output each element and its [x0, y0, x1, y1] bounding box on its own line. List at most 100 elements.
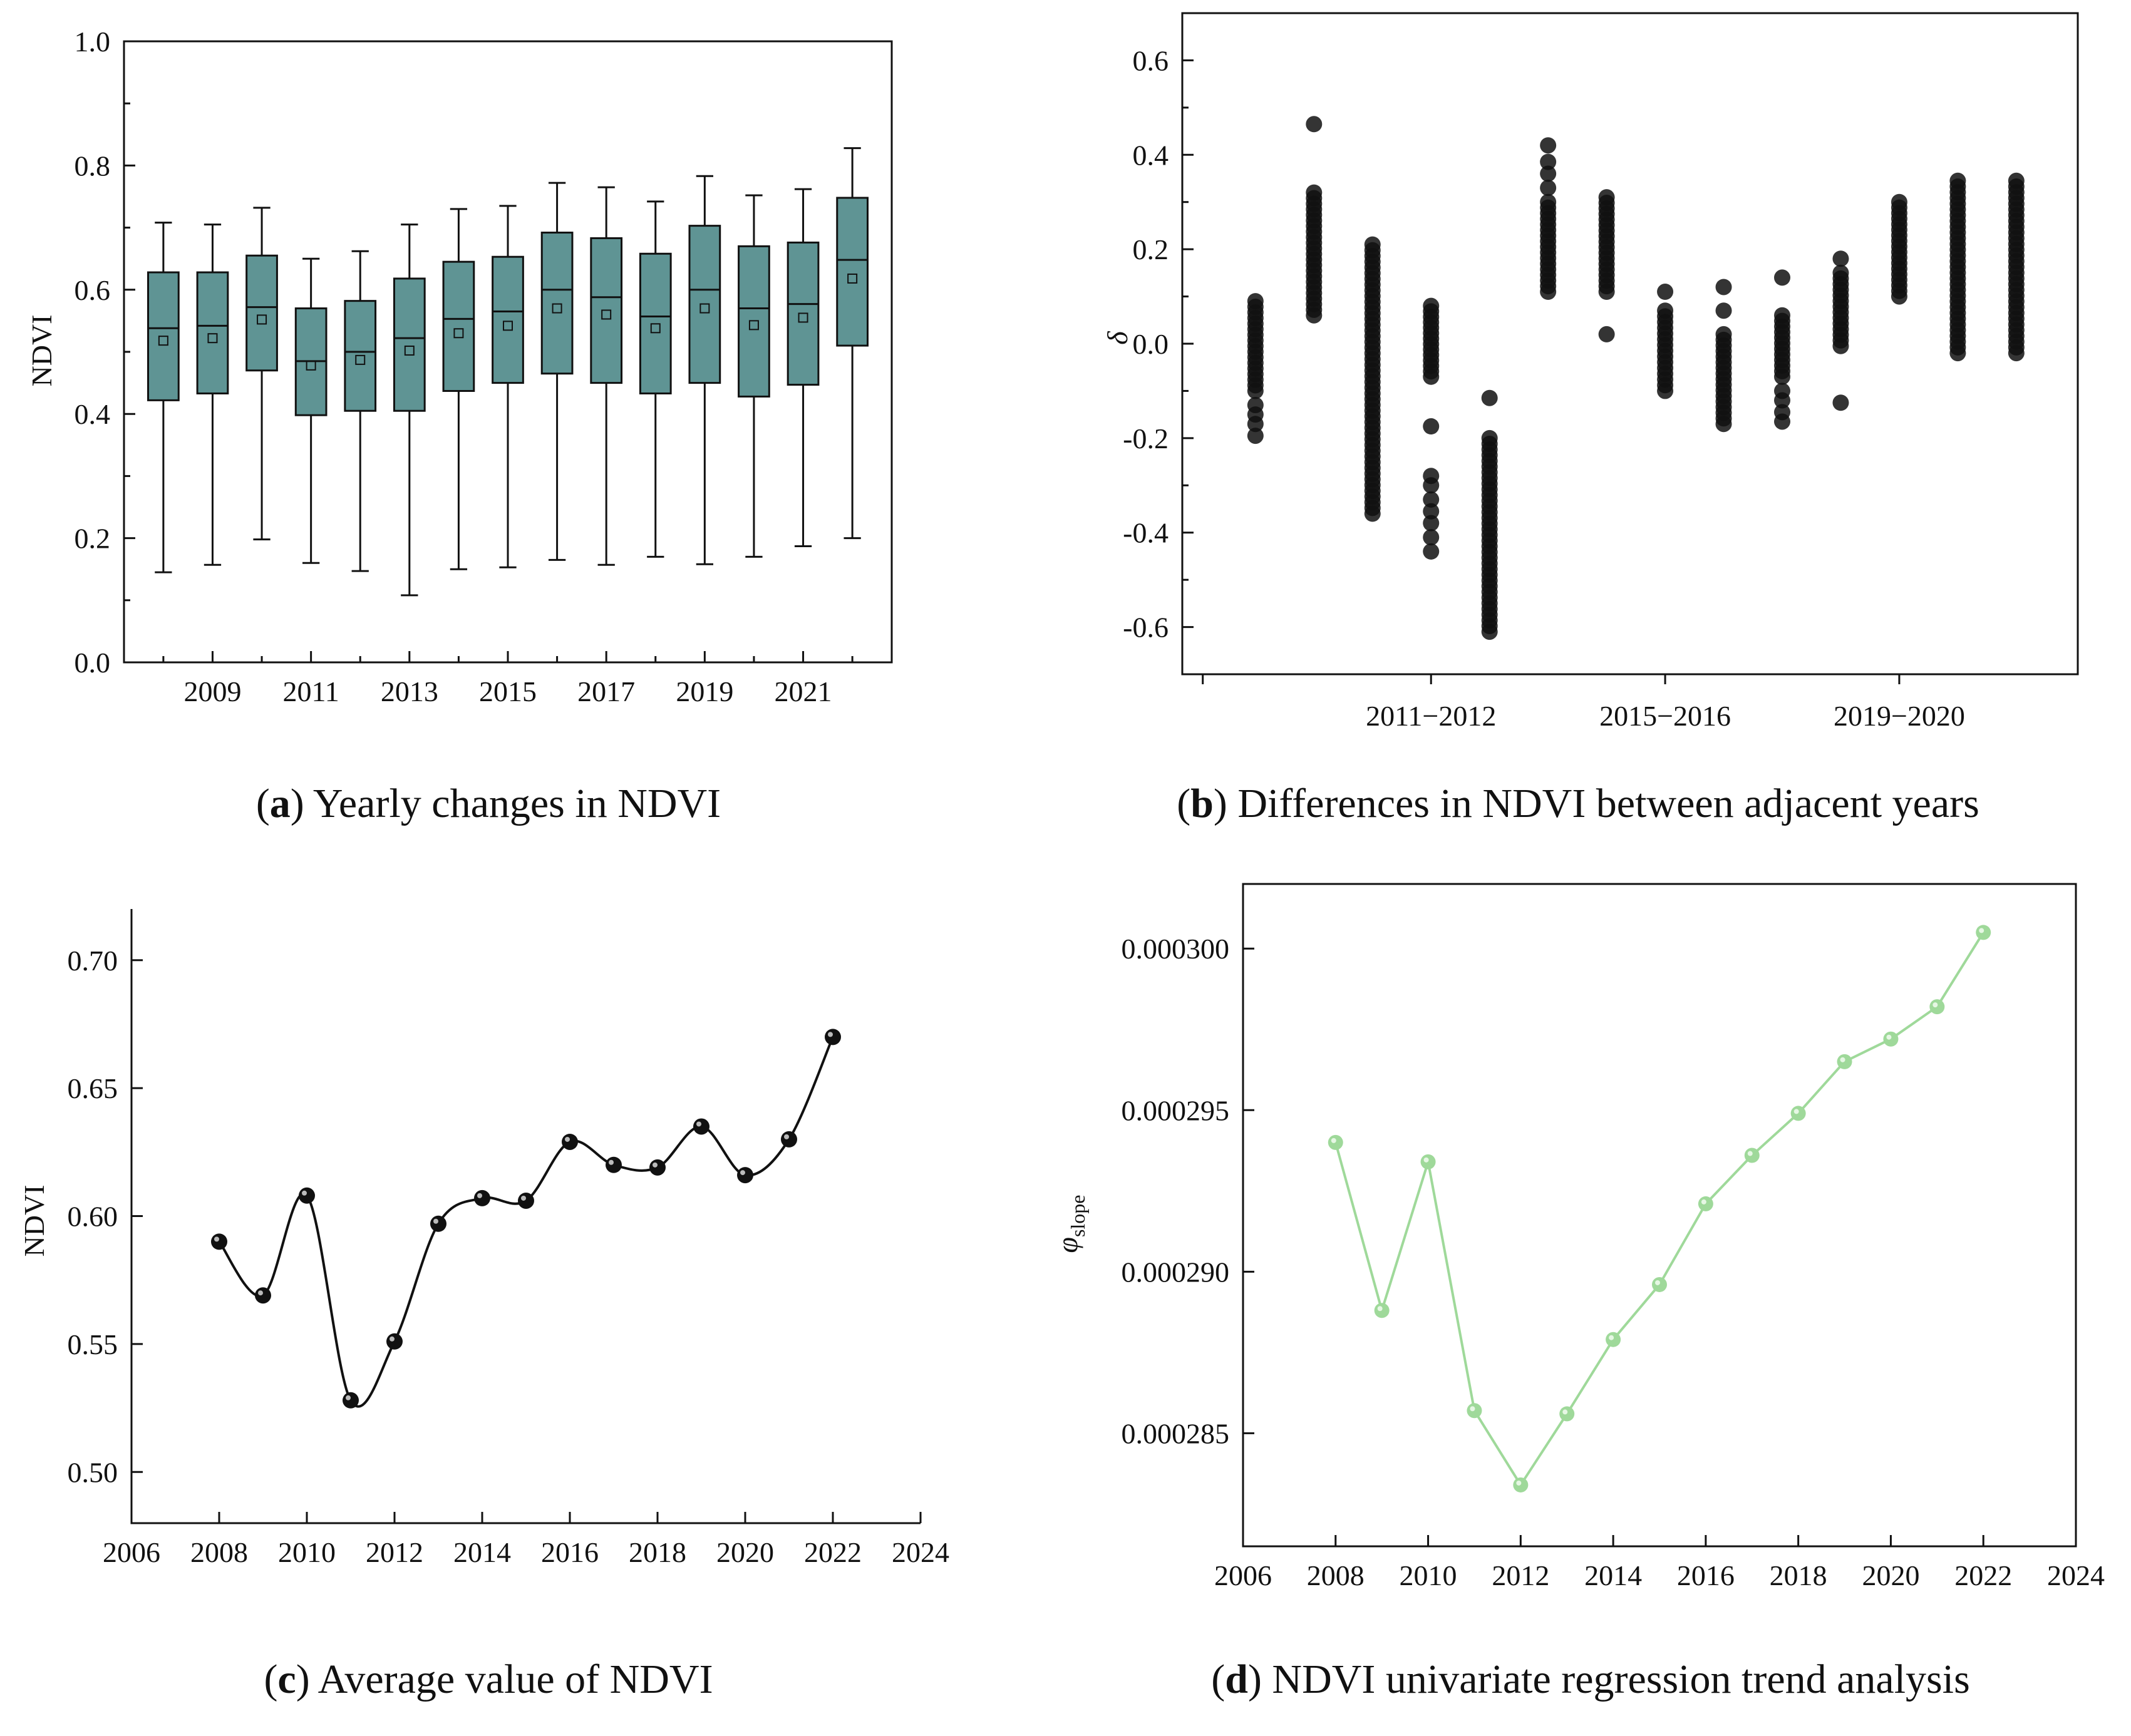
box-mean — [158, 336, 168, 346]
c-data-point — [518, 1192, 534, 1209]
c-data-point-highlight — [477, 1193, 482, 1198]
panel-c-caption-letter: c — [277, 1656, 296, 1702]
c-data-point — [649, 1159, 666, 1176]
panel-a-boxplot: 0.00.20.40.60.81.0 2009 2011 2013 2015 2017 2… — [26, 26, 893, 826]
scatter-point-outlier — [1598, 326, 1615, 342]
scatter-point — [1715, 326, 1732, 342]
a-xtick-label: 2013 — [381, 675, 438, 707]
panel-c-caption-close: ) — [296, 1656, 318, 1702]
box-mean — [798, 312, 808, 323]
panel-b-caption-close: ) — [1214, 781, 1237, 826]
panel-d-x-axis: 2006 2008 2010 2012 2014 2016 2018 2020 2022 2024 — [1214, 1535, 2105, 1591]
c-data-point — [606, 1156, 622, 1173]
box-2010 — [245, 207, 278, 541]
c-data-point — [737, 1167, 753, 1184]
c-data-point-highlight — [609, 1159, 614, 1165]
c-data-point — [343, 1392, 359, 1409]
panel-c-points — [211, 1029, 841, 1409]
box-mean — [503, 321, 513, 331]
box-2014 — [442, 208, 475, 570]
c-xtick-label: 2012 — [366, 1536, 423, 1568]
box-iqr — [540, 232, 574, 375]
scatter-point-outlier — [1423, 529, 1440, 546]
scatter-2016−2017 — [1715, 279, 1732, 433]
box-2013 — [393, 223, 426, 597]
c-ytick-label: 0.65 — [68, 1072, 118, 1104]
a-xtick-label: 2009 — [183, 675, 241, 707]
b-ytick-label: -0.2 — [1123, 423, 1169, 455]
box-mean — [453, 328, 464, 339]
panel-d-caption: (d) NDVI univariate regression trend ana… — [1211, 1656, 1970, 1702]
panel-d-plot-frame — [1242, 883, 2077, 1548]
scatter-point — [1306, 184, 1323, 201]
c-ytick-label: 0.55 — [68, 1328, 118, 1360]
panel-b-plot-frame — [1181, 12, 2079, 675]
box-2008 — [147, 222, 180, 573]
box-2019 — [688, 175, 721, 565]
c-data-point — [781, 1131, 797, 1148]
d-data-point-highlight — [1423, 1157, 1429, 1163]
panel-b-caption-letter: b — [1190, 781, 1214, 826]
scatter-point-outlier — [1423, 543, 1440, 560]
panel-b-scatter: -0.6 -0.4 -0.2 0.0 0.2 0.4 0.6 2011−2012 2015−2… — [1102, 12, 2079, 826]
scatter-point-outlier — [1774, 269, 1791, 286]
c-xtick-label: 2024 — [892, 1536, 949, 1568]
scatter-point — [1540, 193, 1557, 210]
d-data-point-highlight — [1331, 1138, 1336, 1143]
box-mean — [552, 303, 562, 314]
a-xtick-label: 2015 — [479, 675, 537, 707]
c-data-point-highlight — [433, 1218, 438, 1224]
c-xtick-label: 2018 — [629, 1536, 686, 1568]
scatter-point-outlier — [1540, 180, 1557, 197]
box-mean — [306, 360, 316, 371]
c-data-point-highlight — [302, 1190, 307, 1196]
c-xtick-label: 2010 — [278, 1536, 336, 1568]
d-data-point-highlight — [1562, 1409, 1568, 1415]
c-data-point — [693, 1118, 709, 1135]
panel-c-caption-open: ( — [264, 1656, 277, 1702]
d-data-point-highlight — [1516, 1480, 1522, 1486]
scatter-point-outlier — [1774, 392, 1791, 409]
c-data-point — [255, 1287, 271, 1304]
d-data-point-highlight — [1793, 1109, 1799, 1114]
d-data-point-highlight — [1840, 1057, 1845, 1062]
panel-d-caption-open: ( — [1211, 1656, 1225, 1702]
d-data-point-highlight — [1886, 1034, 1892, 1040]
panel-d-points — [1328, 925, 1991, 1492]
c-data-point-highlight — [346, 1395, 351, 1400]
c-data-point-highlight — [258, 1290, 263, 1296]
d-data-point-highlight — [1655, 1280, 1660, 1285]
scatter-2015−2016 — [1657, 284, 1674, 399]
c-ytick-label: 0.60 — [68, 1201, 118, 1233]
panel-c-axes — [130, 909, 921, 1524]
c-data-point-highlight — [653, 1162, 658, 1168]
box-2018 — [639, 200, 672, 558]
d-data-point-highlight — [1701, 1199, 1706, 1204]
panel-c-caption: (c) Average value of NDVI — [264, 1656, 713, 1702]
b-ytick-label: 0.4 — [1133, 139, 1169, 171]
c-ytick-label: 0.50 — [68, 1456, 118, 1488]
d-ytick-label: 0.000295 — [1122, 1094, 1230, 1126]
c-data-point-highlight — [565, 1136, 570, 1142]
scatter-point-outlier — [1540, 165, 1557, 182]
c-data-point — [211, 1233, 227, 1250]
panel-d-ylabel: φslope — [1051, 1195, 1089, 1253]
c-data-point — [386, 1333, 403, 1350]
box-mean — [699, 303, 710, 314]
d-data-point-highlight — [1377, 1306, 1383, 1312]
scatter-point-outlier — [1247, 416, 1264, 433]
scatter-point-outlier — [1715, 279, 1732, 295]
scatter-point-outlier — [1657, 284, 1674, 300]
scatter-point-outlier — [1715, 302, 1732, 319]
panel-c-x-axis: 2006 2008 2010 2012 2014 2016 2018 2020 2022 2024 — [103, 1512, 949, 1568]
scatter-2014−2015 — [1598, 189, 1615, 342]
scatter-2019−2020 — [1891, 193, 1907, 305]
d-xtick-label: 2012 — [1492, 1559, 1549, 1591]
panel-b-y-axis: -0.6 -0.4 -0.2 0.0 0.2 0.4 0.6 — [1123, 12, 1194, 675]
scatter-2011−2012 — [1423, 297, 1440, 560]
d-data-point — [1467, 1403, 1482, 1419]
d-data-point-highlight — [1979, 928, 1984, 933]
d-data-point-highlight — [1609, 1335, 1614, 1340]
scatter-point-outlier — [1423, 491, 1440, 508]
